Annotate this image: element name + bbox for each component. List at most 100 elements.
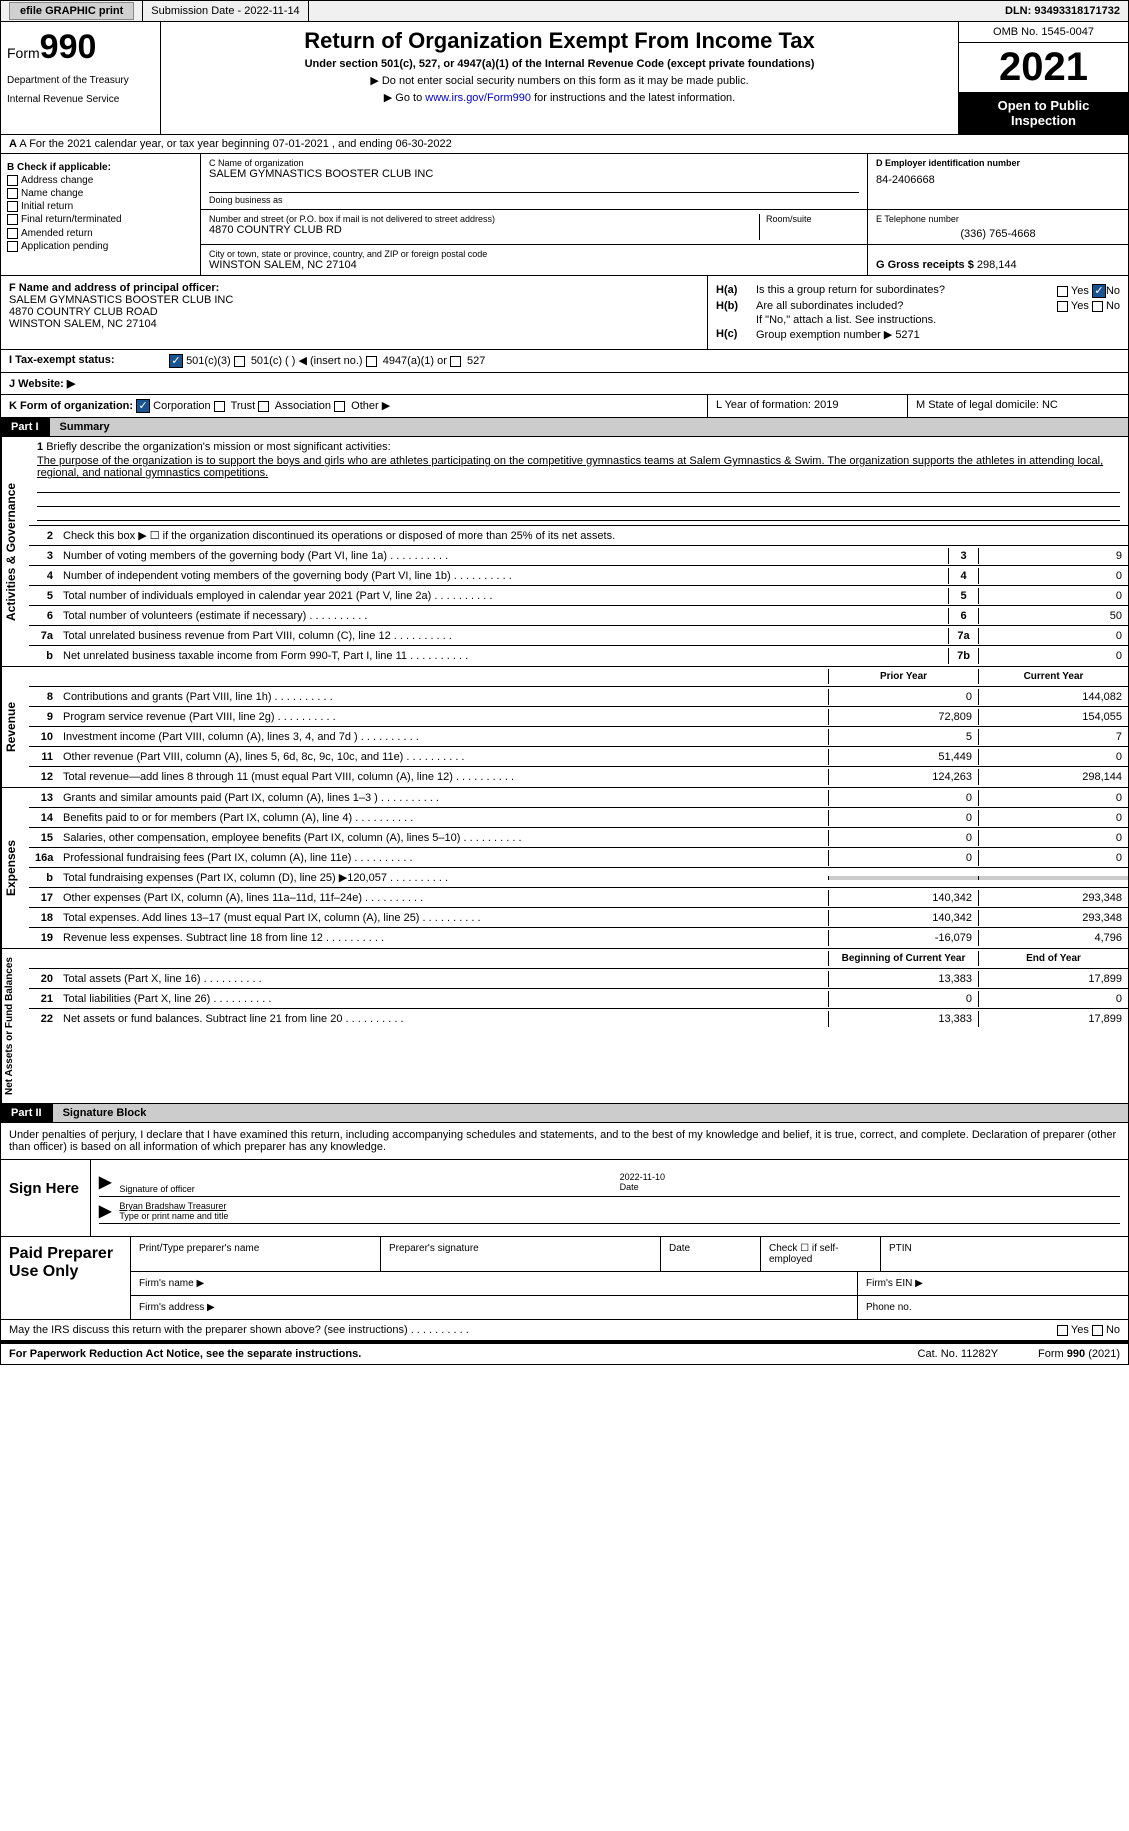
footer: For Paperwork Reduction Act Notice, see … xyxy=(0,1344,1129,1365)
open-inspection: Open to Public Inspection xyxy=(959,92,1128,134)
sign-here: Sign Here xyxy=(1,1160,91,1236)
chk-final[interactable]: Final return/terminated xyxy=(7,214,194,225)
tel: (336) 765-4668 xyxy=(876,228,1120,240)
m-state: M State of legal domicile: NC xyxy=(908,395,1128,417)
eoy-hdr: End of Year xyxy=(978,951,1128,966)
discuss-row: May the IRS discuss this return with the… xyxy=(0,1320,1129,1341)
cat-no: Cat. No. 11282Y xyxy=(918,1348,999,1360)
f-l2: 4870 COUNTRY CLUB ROAD xyxy=(9,306,699,318)
omb: OMB No. 1545-0047 xyxy=(959,22,1128,43)
dept: Department of the Treasury xyxy=(7,75,154,86)
k-form[interactable]: K Form of organization: ✓ Corporation Tr… xyxy=(1,395,708,417)
hb-text: Are all subordinates included? xyxy=(756,300,1000,312)
gross: 298,144 xyxy=(977,259,1017,271)
gross-label: G Gross receipts $ xyxy=(876,259,974,271)
prep-name: Print/Type preparer's name xyxy=(131,1237,381,1271)
na-section: Net Assets or Fund Balances Beginning of… xyxy=(0,949,1129,1104)
py-hdr: Prior Year xyxy=(828,669,978,684)
preparer-block: Paid Preparer Use Only Print/Type prepar… xyxy=(0,1237,1129,1320)
form-ref: Form 990 (2021) xyxy=(1038,1348,1120,1360)
discuss-chk[interactable]: Yes No xyxy=(1057,1324,1120,1336)
hb-note: If "No," attach a list. See instructions… xyxy=(756,314,1120,326)
hb-chk[interactable]: Yes No xyxy=(1000,300,1120,312)
cy-hdr: Current Year xyxy=(978,669,1128,684)
sig-officer: Signature of officer xyxy=(119,1172,619,1194)
part2-title: Signature Block xyxy=(52,1104,1128,1122)
header-right: OMB No. 1545-0047 2021 Open to Public In… xyxy=(958,22,1128,134)
room-label: Room/suite xyxy=(766,214,859,224)
mission: 1 Briefly describe the organization's mi… xyxy=(29,437,1128,526)
efile-label: efile GRAPHIC print xyxy=(1,1,143,21)
part2-hdr: Part II xyxy=(1,1104,52,1122)
prep-date: Date xyxy=(661,1237,761,1271)
submission-date: Submission Date - 2022-11-14 xyxy=(143,1,308,21)
firm-name: Firm's name ▶ xyxy=(131,1272,858,1295)
f-label: F Name and address of principal officer: xyxy=(9,282,699,294)
footer-notice: For Paperwork Reduction Act Notice, see … xyxy=(9,1348,361,1360)
irs-link[interactable]: www.irs.gov/Form990 xyxy=(425,92,531,104)
section-bc: B Check if applicable: Address change Na… xyxy=(0,154,1129,276)
ein: 84-2406668 xyxy=(876,174,1120,186)
header-mid: Return of Organization Exempt From Incom… xyxy=(161,22,958,134)
addr: 4870 COUNTRY CLUB RD xyxy=(209,224,759,236)
mission-text: The purpose of the organization is to su… xyxy=(37,455,1120,479)
l-year: L Year of formation: 2019 xyxy=(708,395,908,417)
section-fh: F Name and address of principal officer:… xyxy=(0,276,1129,350)
f-l1: SALEM GYMNASTICS BOOSTER CLUB INC xyxy=(9,294,699,306)
note1: ▶ Do not enter social security numbers o… xyxy=(167,74,952,87)
ha-chk[interactable]: Yes ✓No xyxy=(1000,284,1120,298)
chk-amended[interactable]: Amended return xyxy=(7,228,194,239)
efile-btn[interactable]: efile GRAPHIC print xyxy=(9,2,134,20)
sign-block: Sign Here ▶Signature of officer2022-11-1… xyxy=(0,1160,1129,1237)
row-a: A A For the 2021 calendar year, or tax y… xyxy=(0,135,1129,154)
b-header: B Check if applicable: xyxy=(7,162,194,173)
form-number: Form990 xyxy=(7,28,154,67)
sig-name: Bryan Bradshaw TreasurerType or print na… xyxy=(119,1201,1120,1221)
i-opts[interactable]: ✓ 501(c)(3) 501(c) ( ) ◀ (insert no.) 49… xyxy=(169,354,485,368)
title: Return of Organization Exempt From Incom… xyxy=(167,28,952,54)
ha-text: Is this a group return for subordinates? xyxy=(756,284,1000,298)
exp-section: Expenses 13Grants and similar amounts pa… xyxy=(0,788,1129,949)
i-label: I Tax-exempt status: xyxy=(9,354,169,368)
col-b: B Check if applicable: Address change Na… xyxy=(1,154,201,275)
chk-initial[interactable]: Initial return xyxy=(7,201,194,212)
f-l3: WINSTON SALEM, NC 27104 xyxy=(9,318,699,330)
firm-phone: Phone no. xyxy=(858,1296,1128,1319)
part1-hdr: Part I xyxy=(1,418,49,436)
chk-address[interactable]: Address change xyxy=(7,175,194,186)
row-i: I Tax-exempt status: ✓ 501(c)(3) 501(c) … xyxy=(0,350,1129,373)
tel-label: E Telephone number xyxy=(876,214,1120,224)
rev-section: Revenue Prior YearCurrent Year 8Contribu… xyxy=(0,667,1129,788)
prep-left: Paid Preparer Use Only xyxy=(1,1237,131,1319)
ein-label: D Employer identification number xyxy=(876,158,1120,168)
irs: Internal Revenue Service xyxy=(7,94,154,105)
prep-ptin: PTIN xyxy=(881,1237,1128,1271)
hc-text: Group exemption number ▶ xyxy=(756,329,892,341)
subtitle: Under section 501(c), 527, or 4947(a)(1)… xyxy=(167,58,952,70)
gov-label: Activities & Governance xyxy=(1,437,29,666)
firm-ein: Firm's EIN ▶ xyxy=(858,1272,1128,1295)
tax-year: 2021 xyxy=(959,43,1128,92)
col-f: F Name and address of principal officer:… xyxy=(1,276,708,349)
firm-addr: Firm's address ▶ xyxy=(131,1296,858,1319)
part1-header: Part I Summary xyxy=(0,418,1129,437)
row-k: K Form of organization: ✓ Corporation Tr… xyxy=(0,395,1129,418)
sig-text: Under penalties of perjury, I declare th… xyxy=(0,1123,1129,1160)
gov-section: Activities & Governance 1 Briefly descri… xyxy=(0,437,1129,667)
discuss-text: May the IRS discuss this return with the… xyxy=(9,1324,1057,1336)
bcy-hdr: Beginning of Current Year xyxy=(828,951,978,966)
topbar: efile GRAPHIC print Submission Date - 20… xyxy=(0,0,1129,22)
part2-header: Part II Signature Block xyxy=(0,1104,1129,1123)
city-label: City or town, state or province, country… xyxy=(209,249,859,259)
exp-label: Expenses xyxy=(1,788,29,948)
name-label: C Name of organization xyxy=(209,158,859,168)
city: WINSTON SALEM, NC 27104 xyxy=(209,259,859,271)
chk-application[interactable]: Application pending xyxy=(7,241,194,252)
hc-val: 5271 xyxy=(895,329,919,341)
sig-date: 2022-11-10Date xyxy=(620,1172,1120,1194)
chk-name[interactable]: Name change xyxy=(7,188,194,199)
org-name: SALEM GYMNASTICS BOOSTER CLUB INC xyxy=(209,168,859,180)
header-left: Form990 Department of the Treasury Inter… xyxy=(1,22,161,134)
prep-self[interactable]: Check ☐ if self-employed xyxy=(761,1237,881,1271)
na-label: Net Assets or Fund Balances xyxy=(1,949,29,1103)
